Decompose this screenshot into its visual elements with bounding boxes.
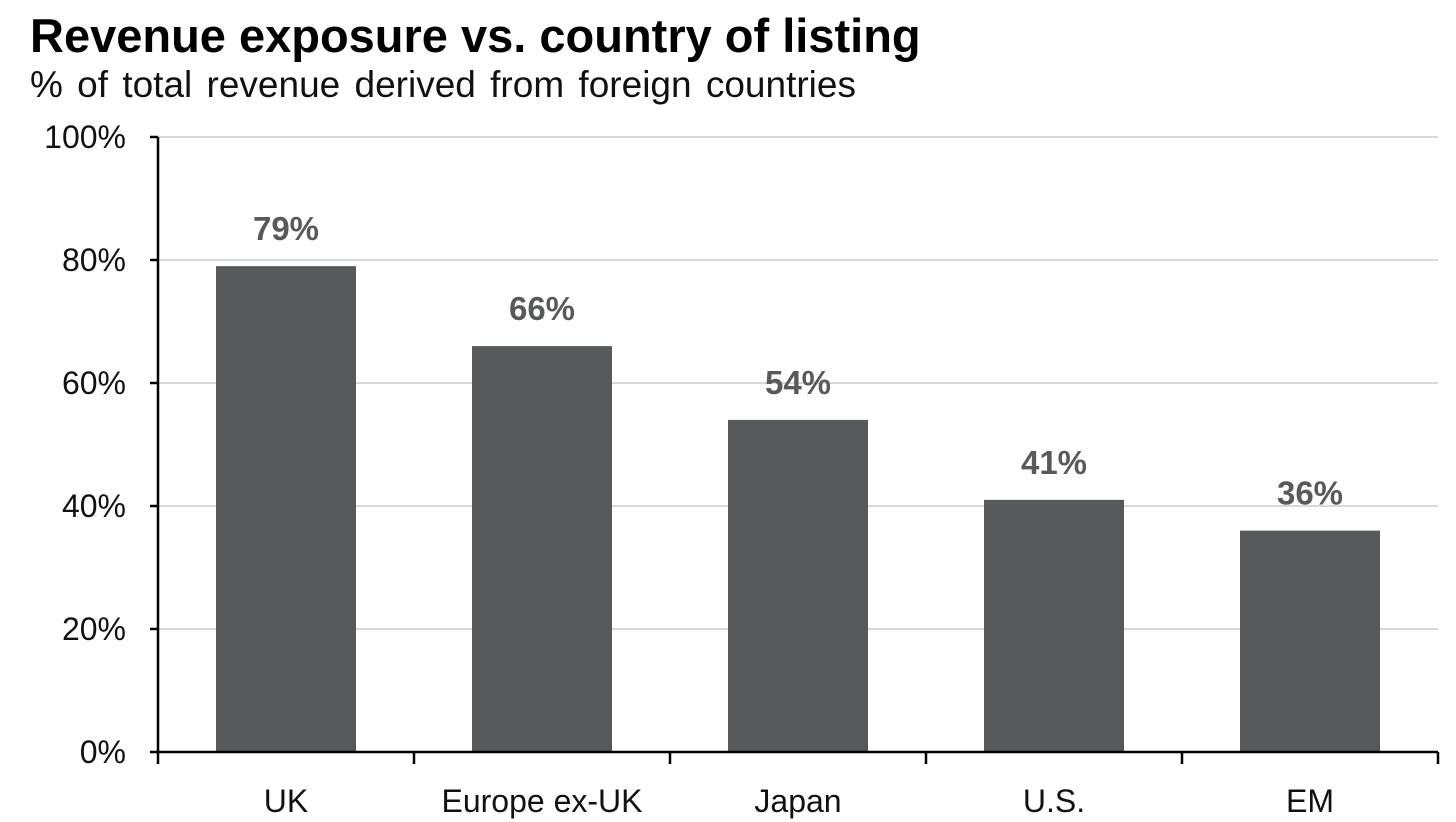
x-category-label: EM <box>1286 783 1334 819</box>
data-label: 66% <box>509 290 575 327</box>
chart-subtitle: % of total revenue derived from foreign … <box>30 64 856 105</box>
x-category-label: Japan <box>754 783 841 819</box>
y-tick-label: 60% <box>62 365 126 401</box>
x-category-label: U.S. <box>1023 783 1085 819</box>
bar-europe-ex-uk <box>472 346 612 752</box>
bar-uk <box>216 266 356 752</box>
data-label: 36% <box>1277 475 1343 512</box>
chart-title: Revenue exposure vs. country of listing <box>30 9 921 62</box>
y-tick-label: 100% <box>44 119 126 155</box>
y-tick-label: 20% <box>62 611 126 647</box>
axes <box>150 135 1440 764</box>
y-tick-label: 80% <box>62 242 126 278</box>
x-category-label: Europe ex-UK <box>442 783 643 819</box>
bars <box>216 266 1380 752</box>
bar-em <box>1240 530 1380 752</box>
x-category-label: UK <box>264 783 308 819</box>
data-label: 79% <box>253 210 319 247</box>
data-label: 41% <box>1021 444 1087 481</box>
y-tick-label: 40% <box>62 488 126 524</box>
bar-u-s- <box>984 499 1124 752</box>
y-tick-label: 0% <box>80 734 126 770</box>
data-label: 54% <box>765 364 831 401</box>
labels: 0% 20% 40% 60% 80% 100% 79% UK 66% Europe ex-UK 54… <box>44 119 1343 819</box>
bar-japan <box>728 419 868 752</box>
